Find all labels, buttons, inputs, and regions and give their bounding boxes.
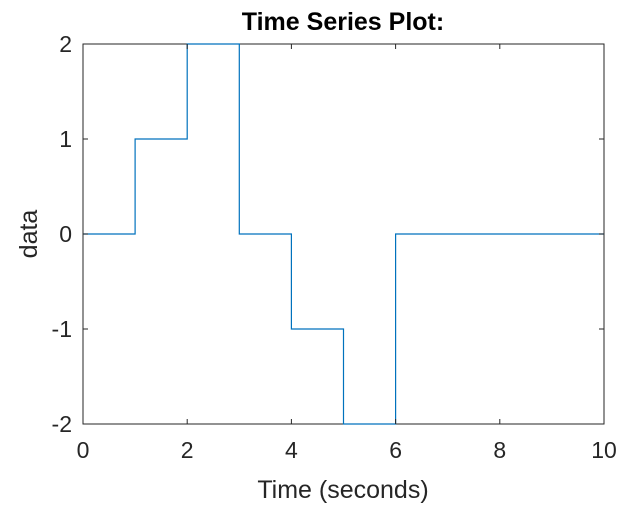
y-tick-label: -1 (52, 316, 72, 342)
series-line-0 (83, 43, 604, 425)
x-tick-label: 0 (77, 437, 90, 463)
x-tick-labels: 0 2 4 6 8 10 (77, 437, 617, 463)
y-axis-label: data (15, 210, 43, 259)
x-tick-label: 4 (285, 437, 298, 463)
series-layer (83, 43, 604, 425)
x-tick-label: 2 (181, 437, 194, 463)
x-tick-label: 10 (591, 437, 617, 463)
plot-area (82, 43, 605, 425)
tick-marks (82, 43, 605, 425)
x-axis-label: Time (seconds) (257, 476, 428, 504)
x-tick-label: 6 (389, 437, 402, 463)
y-tick-labels: -2 -1 0 1 2 (52, 31, 72, 437)
chart-title: Time Series Plot: (242, 8, 444, 36)
y-tick-label: 1 (59, 126, 72, 152)
y-tick-label: 0 (59, 221, 72, 247)
x-tick-label: 8 (493, 437, 506, 463)
y-tick-label: 2 (59, 31, 72, 57)
y-tick-label: -2 (52, 411, 72, 437)
